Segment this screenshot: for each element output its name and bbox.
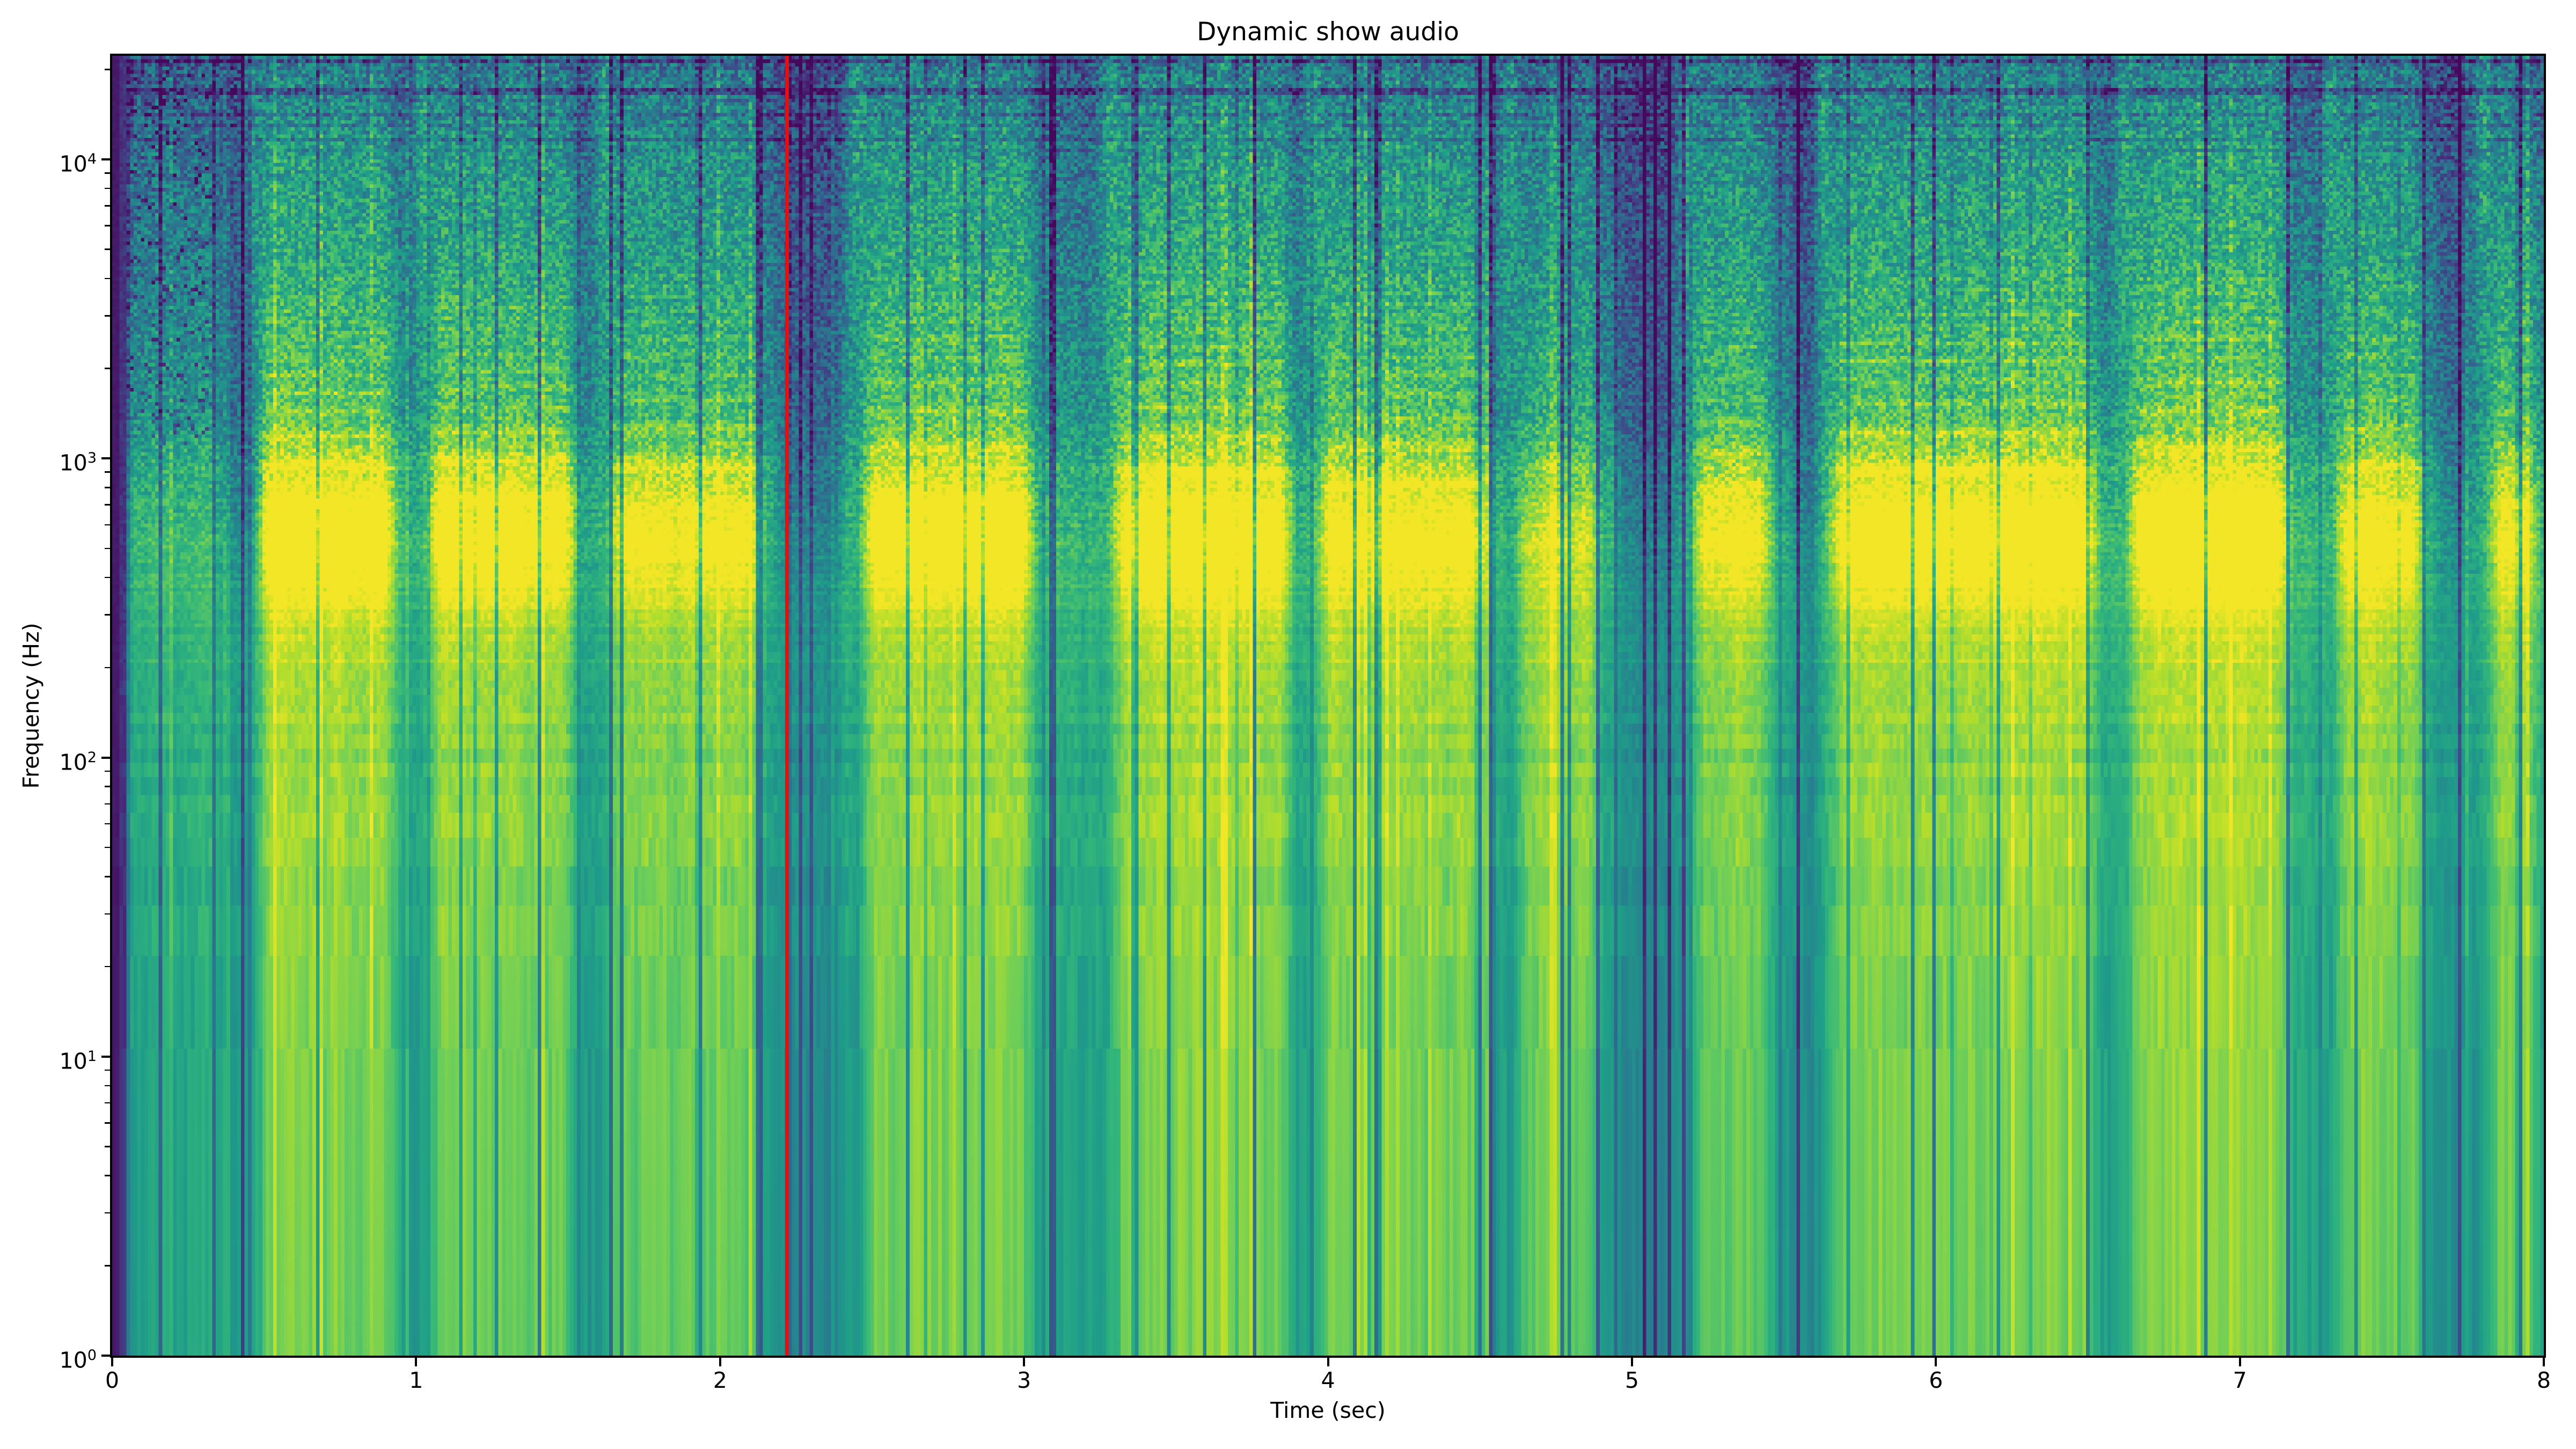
y-minor-tick-mark bbox=[105, 846, 110, 848]
y-minor-tick-mark bbox=[105, 248, 110, 250]
y-minor-tick-mark bbox=[105, 913, 110, 915]
x-tick-label: 8 bbox=[2536, 1367, 2551, 1393]
y-tick-label: 104 bbox=[59, 151, 97, 177]
y-tick-label: 102 bbox=[59, 749, 97, 775]
y-minor-tick-mark bbox=[105, 803, 110, 805]
y-minor-tick-mark bbox=[105, 667, 110, 668]
x-tick-mark bbox=[1327, 1358, 1329, 1366]
y-minor-tick-mark bbox=[105, 1146, 110, 1147]
y-minor-tick-mark bbox=[105, 965, 110, 968]
y-tick-mark bbox=[101, 756, 110, 759]
y-minor-tick-mark bbox=[105, 69, 110, 70]
y-minor-tick-mark bbox=[105, 786, 110, 787]
y-minor-tick-mark bbox=[105, 614, 110, 616]
y-minor-tick-mark bbox=[105, 187, 110, 189]
x-tick-mark bbox=[1935, 1358, 1937, 1366]
y-minor-tick-mark bbox=[105, 1069, 110, 1071]
x-tick-label: 3 bbox=[1017, 1367, 1031, 1393]
x-tick-label: 2 bbox=[713, 1367, 727, 1393]
y-minor-tick-mark bbox=[105, 1122, 110, 1124]
x-tick-mark bbox=[719, 1358, 721, 1366]
y-minor-tick-mark bbox=[105, 823, 110, 825]
y-minor-tick-mark bbox=[105, 471, 110, 473]
y-minor-tick-mark bbox=[105, 487, 110, 488]
x-tick-mark bbox=[1630, 1358, 1633, 1366]
time-marker-line bbox=[785, 56, 789, 1356]
x-tick-mark bbox=[2543, 1358, 2545, 1366]
x-tick-label: 5 bbox=[1624, 1367, 1639, 1393]
y-minor-tick-mark bbox=[105, 1175, 110, 1176]
y-tick-label: 100 bbox=[59, 1347, 97, 1373]
y-minor-tick-mark bbox=[105, 1212, 110, 1214]
y-minor-tick-mark bbox=[105, 1085, 110, 1086]
x-tick-mark bbox=[1023, 1358, 1026, 1366]
y-tick-mark bbox=[101, 1355, 110, 1357]
plot-title: Dynamic show audio bbox=[1197, 17, 1459, 47]
y-minor-tick-mark bbox=[105, 547, 110, 550]
y-minor-tick-mark bbox=[105, 770, 110, 772]
y-minor-tick-mark bbox=[105, 1102, 110, 1104]
y-minor-tick-mark bbox=[105, 315, 110, 317]
y-tick-label: 103 bbox=[59, 450, 97, 476]
x-tick-mark bbox=[415, 1358, 418, 1366]
y-tick-mark bbox=[101, 457, 110, 460]
x-tick-label: 4 bbox=[1321, 1367, 1335, 1393]
y-minor-tick-mark bbox=[105, 1265, 110, 1267]
y-minor-tick-mark bbox=[105, 504, 110, 506]
y-tick-mark bbox=[101, 158, 110, 160]
y-minor-tick-mark bbox=[105, 277, 110, 279]
y-minor-tick-mark bbox=[105, 576, 110, 579]
x-tick-mark bbox=[111, 1358, 113, 1366]
x-tick-label: 6 bbox=[1929, 1367, 1943, 1393]
y-minor-tick-mark bbox=[105, 876, 110, 877]
y-minor-tick-mark bbox=[105, 205, 110, 207]
y-minor-tick-mark bbox=[105, 524, 110, 526]
x-tick-mark bbox=[2238, 1358, 2241, 1366]
y-minor-tick-mark bbox=[105, 172, 110, 174]
x-tick-label: 1 bbox=[409, 1367, 423, 1393]
x-tick-label: 7 bbox=[2233, 1367, 2247, 1393]
x-axis-label: Time (sec) bbox=[1270, 1397, 1386, 1423]
y-tick-label: 101 bbox=[59, 1048, 97, 1074]
x-tick-label: 0 bbox=[105, 1367, 120, 1393]
y-minor-tick-mark bbox=[105, 225, 110, 226]
y-minor-tick-mark bbox=[105, 368, 110, 369]
spectrogram-heatmap bbox=[112, 56, 2544, 1356]
y-tick-mark bbox=[101, 1055, 110, 1058]
